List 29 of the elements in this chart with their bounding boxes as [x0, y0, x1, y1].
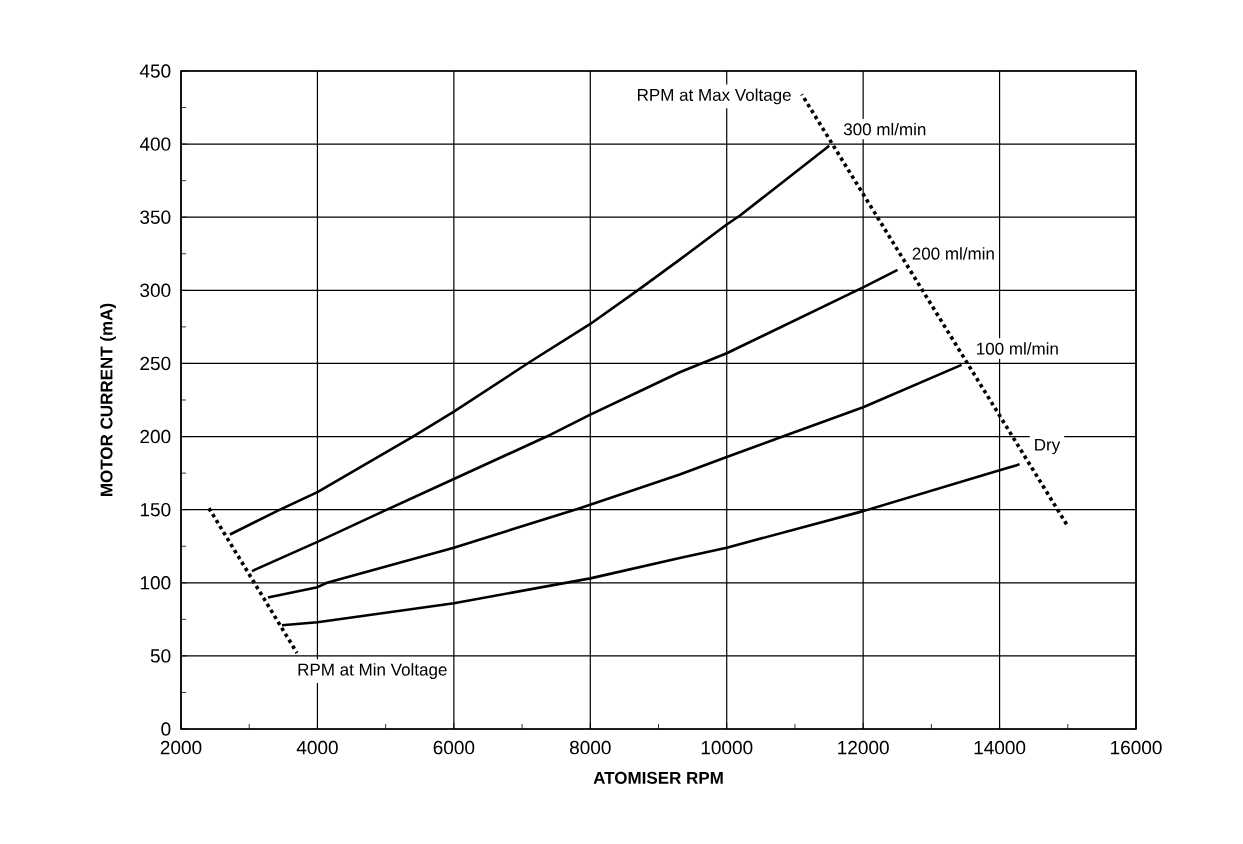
series-label: RPM at Max Voltage — [637, 88, 791, 105]
y-tick-label: 400 — [139, 137, 171, 151]
y-tick-label: 350 — [140, 210, 171, 224]
x-axis-title: ATOMISER RPM — [593, 771, 723, 784]
series-label: RPM at Min Voltage — [298, 663, 447, 680]
y-tick-label: 450 — [139, 64, 171, 78]
series-label: 300 ml/min — [843, 122, 926, 136]
series-label: Dry — [1035, 438, 1061, 455]
x-tick-label: 14000 — [974, 740, 1026, 755]
y-axis-title: MOTOR CURRENT (mA) — [100, 303, 116, 496]
y-tick-label: 300 — [140, 283, 171, 298]
y-tick-label: 150 — [140, 502, 171, 517]
x-tick-label: 10000 — [701, 740, 753, 755]
x-tick-label: 6000 — [433, 740, 475, 755]
y-tick-label: 200 — [140, 429, 171, 444]
x-tick-label: 2000 — [160, 740, 202, 755]
x-tick-label: 16000 — [1111, 740, 1162, 755]
line-series — [228, 144, 831, 536]
series-label: 200 ml/min — [912, 247, 994, 260]
series-label: 100 ml/min — [977, 342, 1058, 355]
x-tick-label: 8000 — [569, 740, 611, 755]
line-series — [266, 363, 963, 599]
y-tick-label: 250 — [140, 356, 171, 371]
y-tick-label: 50 — [150, 649, 171, 663]
line-series — [250, 268, 899, 573]
y-tick-label: 0 — [161, 722, 171, 736]
x-tick-label: 4000 — [296, 740, 338, 755]
y-tick-label: 100 — [140, 576, 171, 590]
x-tick-label: 12000 — [838, 740, 889, 755]
